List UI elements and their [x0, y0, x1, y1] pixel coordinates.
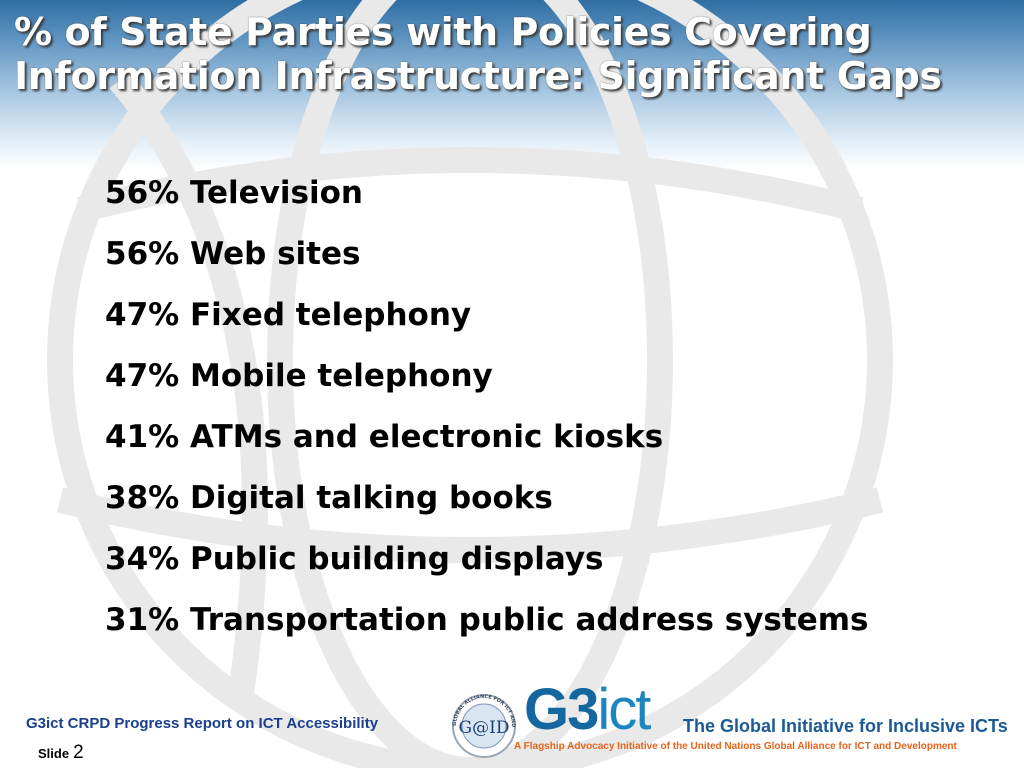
- ict-text: ict: [597, 677, 651, 742]
- g3ict-wordmark: G3ict: [524, 677, 651, 742]
- list-item: 41% ATMs and electronic kiosks: [105, 419, 664, 455]
- list-item: 34% Public building displays: [105, 541, 604, 577]
- list-item: 47% Fixed telephony: [105, 297, 472, 333]
- gaid-text: G@ID: [459, 718, 510, 738]
- g3ict-tagline: The Global Initiative for Inclusive ICTs: [683, 716, 1008, 736]
- policy-coverage-list: 56% Television 56% Web sites 47% Fixed t…: [105, 163, 868, 651]
- g3-text: G3: [524, 677, 599, 742]
- slide-number: Slide 2: [38, 742, 84, 764]
- gaid-logo: GLOBAL ALLIANCE FOR ICT AND DEVELOPMENT …: [446, 688, 516, 758]
- list-item: 47% Mobile telephony: [105, 358, 493, 394]
- slide-title-line1: % of State Parties with Policies Coverin…: [14, 10, 872, 54]
- list-item: 56% Television: [105, 175, 363, 211]
- list-item: 31% Transportation public address system…: [105, 602, 869, 638]
- g3ict-logo: GLOBAL ALLIANCE FOR ICT AND DEVELOPMENT …: [440, 680, 1020, 766]
- footer-report-title: G3ict CRPD Progress Report on ICT Access…: [26, 715, 379, 732]
- slide-label: Slide: [38, 746, 70, 761]
- list-item: 56% Web sites: [105, 236, 361, 272]
- list-item: 38% Digital talking books: [105, 480, 553, 516]
- slide-title-line2: Information Infrastructure: Significant …: [14, 54, 942, 98]
- g3ict-subtitle: A Flagship Advocacy Initiative of the Un…: [514, 741, 957, 752]
- slide-title: % of State Parties with Policies Coverin…: [14, 10, 1019, 98]
- slide-number-value: 2: [73, 742, 84, 763]
